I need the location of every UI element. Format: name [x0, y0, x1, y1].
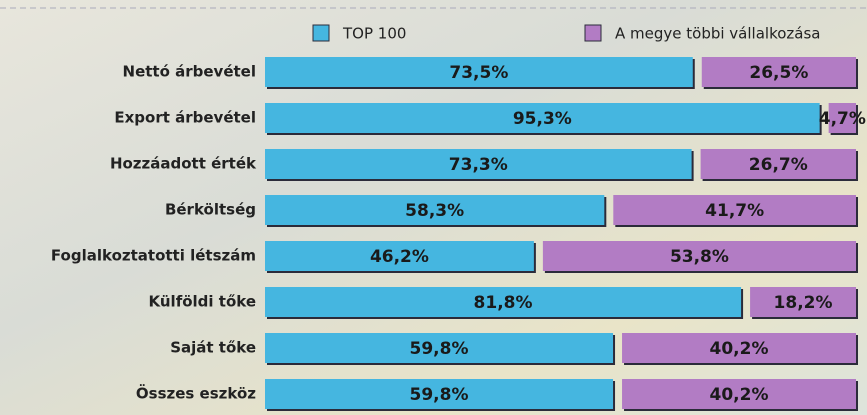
category-label: Foglalkoztatotti létszám: [51, 247, 256, 265]
value-label: 26,7%: [749, 155, 808, 175]
bar-segment: [265, 195, 605, 225]
bar-segment: [542, 241, 856, 271]
value-label: 73,5%: [449, 63, 508, 83]
bar-segment: [265, 241, 534, 271]
bar-segment: [828, 103, 856, 133]
category-label: Külföldi tőke: [149, 293, 256, 311]
value-label: 59,8%: [410, 385, 469, 405]
value-label: 53,8%: [670, 247, 729, 267]
category-label: Saját tőke: [170, 339, 256, 357]
bar-segment: [265, 333, 614, 363]
value-label: 58,3%: [405, 201, 464, 221]
bar-segment: [265, 57, 693, 87]
bar-segment: [265, 103, 820, 133]
bar-segment: [622, 379, 856, 409]
value-label: 18,2%: [774, 293, 833, 313]
bar-segment: [613, 195, 856, 225]
value-label: 26,5%: [749, 63, 808, 83]
category-label: Összes eszköz: [136, 384, 256, 403]
bar-segment: [265, 379, 614, 409]
value-label: 4,7%: [819, 109, 866, 129]
category-label: Bérköltség: [165, 201, 256, 219]
bar-segment: [265, 287, 742, 317]
bar-segment: [750, 287, 856, 317]
bar-segment: [701, 57, 856, 87]
category-label: Hozzáadott érték: [110, 155, 257, 173]
value-label: 81,8%: [474, 293, 533, 313]
legend-swatch: [584, 24, 602, 42]
value-label: 40,2%: [710, 385, 769, 405]
bar-segment: [622, 333, 856, 363]
value-label: 46,2%: [370, 247, 429, 267]
legend-label: A megye többi vállalkozása: [615, 25, 820, 43]
legend-swatch: [312, 24, 330, 42]
bar-segment: [265, 149, 692, 179]
value-label: 95,3%: [513, 109, 572, 129]
value-label: 59,8%: [410, 339, 469, 359]
value-label: 40,2%: [710, 339, 769, 359]
category-label: Export árbevétel: [114, 109, 256, 127]
bar-segment: [700, 149, 856, 179]
legend-label: TOP 100: [342, 25, 406, 43]
value-label: 41,7%: [705, 201, 764, 221]
value-label: 73,3%: [449, 155, 508, 175]
category-label: Nettó árbevétel: [123, 63, 256, 81]
